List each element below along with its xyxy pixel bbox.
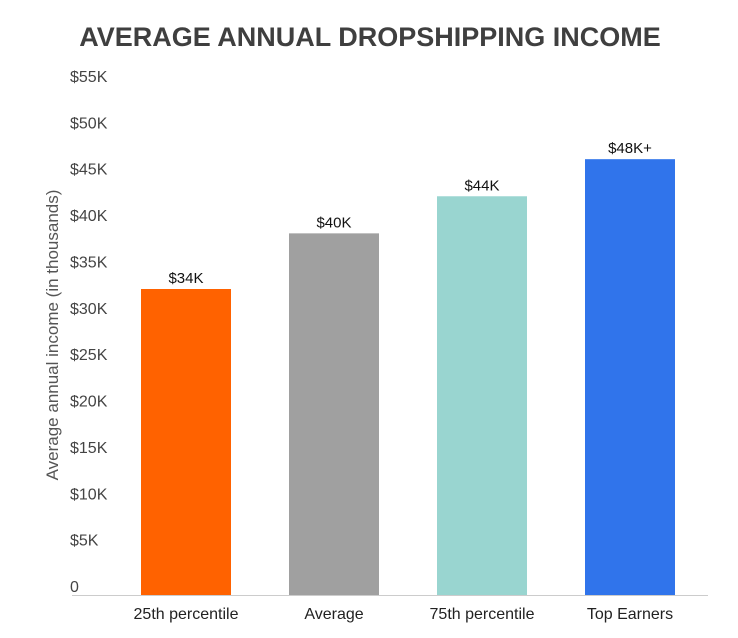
y-tick-label: $5K bbox=[70, 533, 99, 550]
y-tick-label: $15K bbox=[70, 440, 108, 457]
y-tick-label: $30K bbox=[70, 301, 108, 318]
x-tick-label: 25th percentile bbox=[134, 606, 239, 623]
y-tick-label: $20K bbox=[70, 394, 108, 411]
y-axis-ticks: 0 $5K $10K $15K $20K $25K $30K $35K $40K $45K $50K… bbox=[70, 69, 108, 596]
y-axis-label: Average annual income (in thousands) bbox=[43, 190, 62, 481]
bar bbox=[585, 159, 675, 595]
bar bbox=[289, 233, 379, 595]
y-tick-label: $10K bbox=[70, 486, 108, 503]
x-tick-label: Top Earners bbox=[587, 606, 673, 623]
bar-value-label: $48K+ bbox=[608, 140, 652, 157]
bar bbox=[141, 289, 231, 595]
chart-title: AVERAGE ANNUAL DROPSHIPPING INCOME bbox=[79, 22, 661, 52]
y-tick-label: $55K bbox=[70, 69, 108, 86]
y-tick-label: $35K bbox=[70, 254, 108, 271]
bar-value-label: $34K bbox=[168, 270, 203, 287]
y-tick-label: $25K bbox=[70, 347, 108, 364]
bar-value-label: $44K bbox=[464, 177, 499, 194]
bar-value-label: $40K bbox=[316, 214, 351, 231]
y-tick-label: $45K bbox=[70, 162, 108, 179]
y-tick-label: 0 bbox=[70, 579, 79, 596]
y-tick-label: $40K bbox=[70, 208, 108, 225]
x-tick-label: 75th percentile bbox=[430, 606, 535, 623]
x-axis-ticks: 25th percentile Average 75th percentile Top… bbox=[134, 606, 674, 623]
y-tick-label: $50K bbox=[70, 115, 108, 132]
bar bbox=[437, 196, 527, 596]
data-labels-group: $34K $40K $44K $48K+ bbox=[168, 140, 652, 287]
bars-group bbox=[141, 159, 675, 596]
x-tick-label: Average bbox=[304, 606, 363, 623]
